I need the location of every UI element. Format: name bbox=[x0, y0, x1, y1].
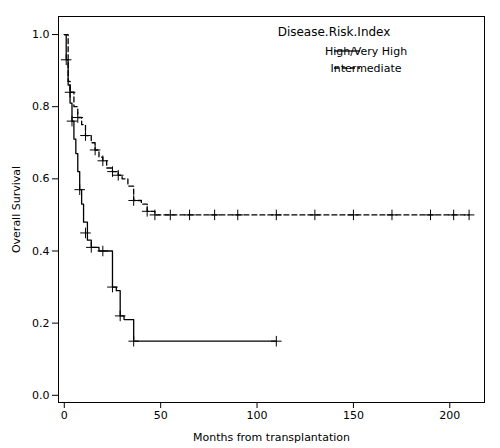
svg-text:0.6: 0.6 bbox=[32, 172, 50, 185]
svg-text:0.2: 0.2 bbox=[32, 317, 50, 330]
svg-text:0.8: 0.8 bbox=[32, 100, 50, 113]
svg-text:Disease.Risk.Index: Disease.Risk.Index bbox=[278, 25, 391, 39]
svg-text:0.0: 0.0 bbox=[32, 389, 50, 402]
svg-text:50: 50 bbox=[154, 409, 168, 422]
svg-text:200: 200 bbox=[439, 409, 460, 422]
svg-text:1.0: 1.0 bbox=[32, 28, 50, 41]
svg-text:0.4: 0.4 bbox=[32, 245, 50, 258]
svg-text:Months from transplantation: Months from transplantation bbox=[193, 431, 350, 444]
svg-text:100: 100 bbox=[247, 409, 268, 422]
svg-text:High/Very High: High/Very High bbox=[325, 45, 407, 58]
svg-text:Overall Survival: Overall Survival bbox=[10, 166, 23, 253]
svg-text:Intermediate: Intermediate bbox=[331, 62, 402, 75]
svg-text:150: 150 bbox=[343, 409, 364, 422]
svg-text:0: 0 bbox=[61, 409, 68, 422]
